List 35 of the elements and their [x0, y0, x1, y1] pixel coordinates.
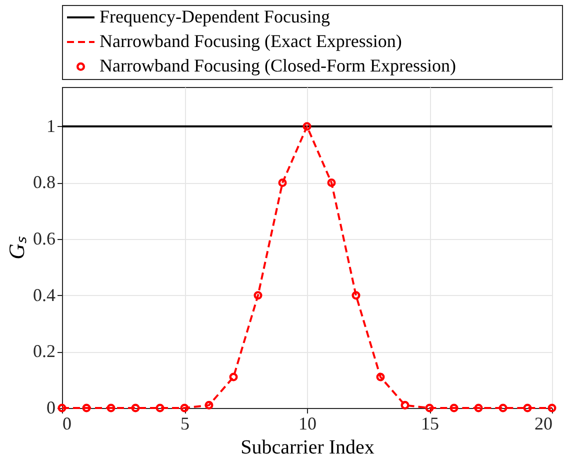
y-axis-title: Gₛ: [4, 236, 29, 260]
point: [278, 178, 287, 187]
x-tick-label: 15: [421, 414, 439, 434]
y-tick-label: 0.6: [33, 228, 56, 249]
y-tick-label: 0.8: [33, 172, 56, 192]
legend-label: Frequency-Dependent Focusing: [100, 6, 330, 26]
y-tick-label: 1: [46, 116, 56, 136]
point: [156, 404, 164, 412]
point: [327, 178, 336, 187]
x-axis-title: Subcarrier Index: [240, 436, 374, 458]
point: [254, 291, 262, 300]
point: [376, 372, 385, 382]
point: [425, 404, 434, 412]
point: [352, 291, 360, 300]
point: [131, 404, 140, 412]
x-tick-label: 20: [534, 414, 552, 434]
point: [204, 400, 214, 410]
point: [106, 404, 116, 412]
point: [180, 404, 189, 412]
point: [474, 404, 483, 412]
legend-label: Narrowband Focusing (Exact Expression): [100, 31, 402, 51]
y-tick-label: 0.4: [33, 284, 56, 305]
x-tick-label: 5: [180, 414, 190, 434]
y-tick-label: 0.2: [33, 341, 56, 362]
x-tick-label: 10: [298, 414, 316, 434]
point: [523, 404, 532, 412]
x-tick-label: 0: [62, 414, 72, 434]
point: [498, 404, 508, 412]
point: [450, 404, 458, 412]
point: [82, 404, 91, 412]
legend-label: Narrowband Focusing (Closed-Form Expression): [100, 56, 456, 76]
y-tick-label: 0: [46, 398, 56, 418]
point: [229, 372, 238, 382]
point: [400, 400, 410, 410]
point: [302, 122, 312, 131]
